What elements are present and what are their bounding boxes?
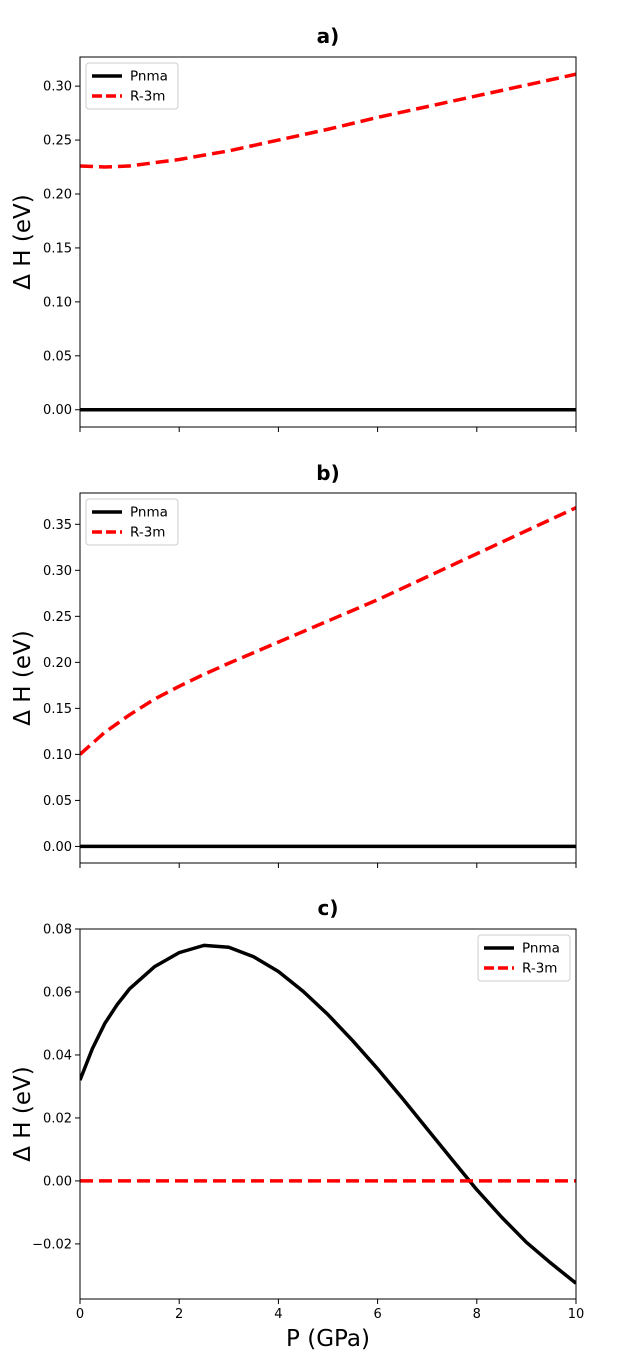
legend: Pnma R-3m	[85, 62, 179, 110]
legend: Pnma R-3m	[477, 934, 571, 982]
legend-label: Pnma	[130, 505, 168, 521]
panel-2: b) 0.00 0.05 0.10 0.15 0.20 0.25 0.30 0.35 Δ H (e…	[10, 461, 577, 868]
y-tick-label: 0.25	[43, 134, 72, 149]
y-tick-label: 0.08	[43, 923, 72, 938]
panel-1: a) 0.00 0.05 0.10 0.15 0.20 0.25 0.30 Δ H (eV) Pn…	[10, 24, 577, 432]
y-tick-label: 0.00	[43, 1174, 72, 1189]
y-tick-label: 0.05	[43, 349, 72, 364]
x-axis-label: P (GPa)	[286, 1326, 370, 1352]
y-tick-label: 0.25	[43, 610, 72, 625]
series-line-r-3m	[80, 72, 576, 169]
axes-frame	[79, 56, 577, 428]
axes-frame	[79, 492, 577, 864]
series-line-r-3m	[80, 506, 576, 756]
y-tick-label: 0.06	[43, 985, 72, 1000]
axes-frame	[79, 928, 577, 1300]
x-tick-label: 6	[373, 1307, 381, 1322]
y-tick-label: 0.30	[43, 564, 72, 579]
y-tick-label: 0.35	[43, 518, 72, 533]
series-line-pnma	[80, 943, 576, 1285]
y-tick-label: 0.20	[43, 187, 72, 202]
y-tick-label: −0.02	[32, 1237, 72, 1252]
legend-label: R-3m	[522, 961, 557, 977]
x-tick-label: 0	[76, 1307, 84, 1322]
y-axis-label: Δ H (eV)	[10, 1066, 36, 1161]
y-tick-label: 0.04	[43, 1048, 72, 1063]
y-axis-label: Δ H (eV)	[10, 630, 36, 725]
legend-label: Pnma	[522, 941, 560, 957]
y-tick-label: 0.10	[43, 295, 72, 310]
legend-label: Pnma	[130, 69, 168, 85]
panel-title: b)	[316, 461, 339, 485]
y-tick-label: 0.30	[43, 80, 72, 95]
legend-label: R-3m	[130, 525, 165, 541]
y-tick-label: 0.05	[43, 794, 72, 809]
panel-title: a)	[317, 24, 340, 48]
y-tick-label: 0.02	[43, 1111, 72, 1126]
legend: Pnma R-3m	[85, 498, 179, 546]
y-tick-label: 0.00	[43, 840, 72, 855]
x-tick-label: 4	[274, 1307, 282, 1322]
y-tick-label: 0.15	[43, 702, 72, 717]
y-axis-label: Δ H (eV)	[10, 194, 36, 289]
panel-3: c) −0.02 0.00 0.02 0.04 0.06 0.08 0 2 4 6 8 10 Δ H (e…	[10, 896, 584, 1352]
x-tick-label: 8	[473, 1307, 481, 1322]
y-tick-label: 0.20	[43, 656, 72, 671]
panel-title: c)	[318, 896, 339, 920]
x-tick-label: 10	[568, 1307, 585, 1322]
y-tick-label: 0.00	[43, 403, 72, 418]
y-tick-label: 0.10	[43, 748, 72, 763]
x-tick-label: 2	[175, 1307, 183, 1322]
legend-label: R-3m	[130, 89, 165, 105]
y-tick-label: 0.15	[43, 241, 72, 256]
